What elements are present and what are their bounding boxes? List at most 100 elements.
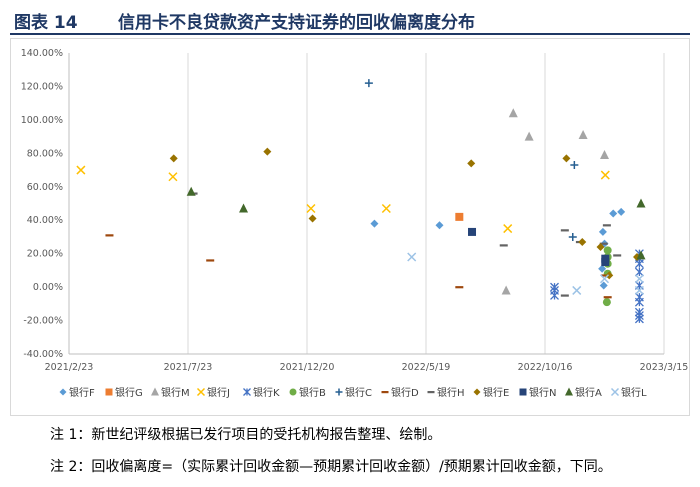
legend-marker [610, 387, 620, 397]
data-point [455, 286, 464, 289]
data-point [503, 224, 513, 234]
figure-title: 信用卡不良贷款资产支持证券的回收偏离度分布 [118, 13, 475, 33]
y-tick-label: 120.00% [21, 81, 63, 92]
y-tick-label: 20.00% [27, 249, 63, 260]
series-银行C [364, 79, 579, 241]
series-银行K [550, 249, 644, 324]
data-point [598, 264, 607, 273]
series-银行D [105, 234, 612, 299]
data-point [636, 250, 646, 260]
data-point [578, 237, 587, 246]
data-point [634, 267, 644, 277]
legend-marker [565, 387, 573, 396]
y-tick-label: 0.00% [33, 282, 63, 293]
data-point [617, 207, 626, 216]
y-tick-label: -40.00% [23, 349, 63, 360]
data-point [381, 203, 391, 214]
x-tick-label: 2021/7/23 [164, 362, 213, 373]
data-point [308, 214, 317, 223]
data-point [499, 244, 508, 247]
data-point [562, 154, 571, 163]
data-point [407, 252, 417, 262]
data-point [467, 159, 476, 168]
data-point [455, 212, 464, 221]
data-point [306, 203, 316, 214]
legend-item: 银行G [105, 386, 143, 399]
legend-item: 银行F [59, 386, 95, 399]
data-point [263, 147, 272, 156]
chart-frame: 2021/2/23 2021/7/23 2021/12/20 2022/5/19 202… [10, 38, 690, 416]
x-tick-label: 2021/2/23 [45, 362, 94, 373]
scatter-chart: 2021/2/23 2021/7/23 2021/12/20 2022/5/19 202… [21, 48, 689, 399]
x-tick-label: 2022/10/16 [518, 362, 573, 373]
data-point [634, 314, 644, 324]
data-point [570, 161, 579, 170]
y-tick-label: -20.00% [23, 316, 63, 327]
data-point [560, 229, 569, 232]
data-point [596, 242, 605, 251]
y-tick-label: 80.00% [27, 148, 63, 159]
y-tick-label: 140.00% [21, 48, 63, 59]
legend-item: 银行K [243, 386, 280, 399]
legend-item: 银行B [289, 386, 326, 399]
legend-marker [196, 387, 206, 397]
data-point [169, 154, 178, 163]
legend-label: 银行M [161, 386, 190, 399]
data-point [206, 259, 215, 262]
legend-marker [427, 391, 435, 394]
legend-item: 银行L [610, 386, 647, 399]
legend-label: 银行C [345, 386, 372, 399]
series-银行J [76, 165, 610, 234]
legend-label: 银行D [391, 386, 419, 399]
data-point [572, 285, 582, 295]
data-point [501, 285, 511, 295]
data-point [636, 198, 646, 208]
note-1: 注 1：新世纪评级根据已发行项目的受托机构报告整理、绘制。 [50, 427, 442, 443]
data-point [603, 246, 612, 255]
data-point [601, 274, 610, 277]
y-tick-label: 60.00% [27, 182, 63, 193]
legend-item: 银行A [565, 386, 602, 399]
data-point [599, 242, 608, 245]
data-point [435, 221, 444, 230]
x-tick-label: 2023/3/15 [640, 362, 689, 373]
y-tick-label: 100.00% [21, 115, 63, 126]
data-point [613, 254, 622, 257]
data-point [634, 259, 644, 269]
legend-item: 银行E [473, 386, 509, 399]
data-point [364, 79, 373, 88]
data-point [634, 285, 644, 295]
legend-marker [59, 388, 67, 396]
legend-label: 银行G [115, 386, 143, 399]
series-银行M [501, 108, 609, 295]
data-point [603, 296, 612, 299]
data-point [599, 281, 608, 290]
legend-item: 银行J [196, 386, 230, 399]
legend-marker [519, 388, 527, 396]
data-point [600, 170, 610, 180]
data-point [370, 219, 379, 228]
legend-label: 银行E [483, 386, 509, 399]
data-point [634, 297, 644, 307]
legend-marker [105, 388, 113, 396]
legend-item: 银行D [381, 386, 419, 399]
y-tick-label: 40.00% [27, 215, 63, 226]
data-point [560, 294, 569, 297]
legend-marker [151, 387, 159, 396]
data-point [602, 298, 611, 307]
legend-label: 银行H [437, 386, 465, 399]
legend-marker [473, 388, 481, 396]
series-银行A [186, 186, 646, 260]
series-银行E [169, 147, 642, 280]
data-point [598, 227, 607, 236]
legend-label: 银行A [575, 386, 602, 399]
data-point [578, 129, 588, 139]
data-point [602, 224, 611, 227]
data-point [634, 274, 644, 284]
legend-marker [381, 391, 389, 394]
data-point [76, 165, 86, 175]
data-point [239, 203, 249, 213]
legend-label: 银行B [299, 386, 326, 399]
data-point [568, 232, 577, 241]
series-银行N [468, 227, 610, 267]
